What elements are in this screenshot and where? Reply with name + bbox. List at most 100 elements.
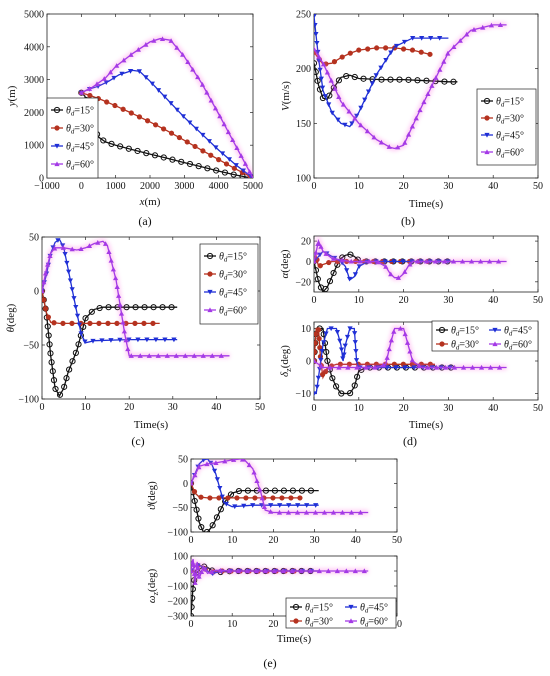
x-tick-label: 10: [354, 403, 364, 414]
series-markers-3: [42, 238, 177, 345]
x-tick-label: 30: [168, 402, 178, 413]
svg-text:θd=60°: θd=60°: [496, 148, 524, 160]
svg-text:Time(s): Time(s): [277, 633, 312, 645]
y-tick-label: 0: [306, 257, 311, 268]
series-markers-3: [314, 326, 453, 397]
svg-text:θd=60°: θd=60°: [360, 617, 388, 629]
svg-text:Time(s): Time(s): [409, 419, 444, 431]
chart-c: 0 10 20 30 40 50 −100 −50 0 50 θ(deg) Time(s) θd=15°…: [5, 233, 265, 432]
svg-text:θd=30°: θd=30°: [496, 114, 524, 126]
svg-text:x(m): x(m): [139, 196, 161, 208]
x-tick-label: 10: [354, 295, 364, 306]
x-tick-label: 20: [399, 295, 409, 306]
svg-text:θd=15°: θd=15°: [66, 106, 94, 118]
caption-e: (e): [263, 656, 276, 670]
plot-frame: [313, 13, 539, 179]
y-tick-label: 0: [39, 174, 44, 185]
x-tick-label: 0: [312, 403, 317, 414]
x-tick-label: 30: [443, 295, 453, 306]
series-line-1: [314, 63, 458, 101]
x-tick-label: 30: [310, 535, 320, 546]
svg-text:Time(s): Time(s): [134, 419, 169, 431]
x-tick-label: 2000: [140, 181, 160, 192]
series-markers-4: [314, 325, 503, 370]
series-markers-1: [42, 287, 175, 398]
y-tick-label: 1000: [24, 141, 44, 152]
x-tick-label: 10: [354, 181, 364, 192]
series-line-1: [42, 290, 178, 398]
svg-text:θd=30°: θd=30°: [66, 124, 94, 136]
caption-d: (d): [403, 434, 417, 448]
x-tick-label: 5000: [243, 181, 263, 192]
y-tick-label: −200: [167, 597, 188, 608]
y-tick-label: −100: [167, 528, 188, 539]
y-tick-label: 3000: [24, 75, 44, 86]
y-tick-label: 0: [306, 357, 311, 368]
x-tick-label: 0: [189, 535, 194, 546]
svg-text:θd=45°: θd=45°: [360, 603, 388, 615]
legend-e_bottom: θd=15° θd=45° θd=30° θd=60°: [285, 597, 397, 629]
x-tick-label: 50: [392, 619, 402, 630]
series-markers-4: [314, 22, 504, 150]
svg-text:θd=45°: θd=45°: [496, 131, 524, 143]
legend-b: θd=15° θd=30° θd=45° θd=60°: [476, 88, 537, 166]
series-markers-1: [314, 60, 457, 102]
chart-e_top: 0 10 20 30 40 50 −100 −50 0 50 ϑ(deg): [146, 455, 402, 547]
x-tick-label: 0: [40, 402, 45, 413]
y-tick-label: 0: [34, 287, 39, 298]
x-tick-label: 4000: [209, 181, 229, 192]
series-markers-2: [314, 45, 433, 67]
svg-text:V(m/s): V(m/s): [280, 81, 292, 111]
chart-a: −1000 0 1000 2000 3000 4000 500001000200030004…: [6, 10, 263, 209]
chart-e_bottom: 01020304050−300−200−1000100ωz(deg)Time(s…: [146, 552, 402, 646]
x-tick-label: 0: [312, 181, 317, 192]
series-line-4: [81, 37, 253, 178]
y-tick-label: −50: [23, 341, 39, 352]
svg-text:θd=30°: θd=30°: [451, 340, 479, 352]
x-tick-label: 50: [533, 403, 543, 414]
plot-frame: [190, 458, 398, 533]
legend-a: θd=15° θd=30° θd=45° θd=60°: [46, 97, 99, 179]
x-tick-label: 40: [351, 535, 361, 546]
x-tick-label: 0: [189, 619, 194, 630]
x-tick-label: 10: [227, 535, 237, 546]
caption-c: (c): [131, 434, 144, 448]
svg-text:α(deg): α(deg): [279, 249, 291, 278]
x-tick-label: 50: [533, 181, 543, 192]
svg-text:θd=45°: θd=45°: [504, 326, 532, 338]
svg-text:θd=60°: θd=60°: [504, 340, 532, 352]
svg-text:ϑ(deg): ϑ(deg): [146, 481, 158, 510]
svg-text:θd=30°: θd=30°: [219, 270, 247, 282]
x-tick-label: 1000: [106, 181, 126, 192]
series-markers-4: [314, 241, 502, 280]
caption-b: (b): [401, 214, 415, 228]
y-tick-label: 200: [296, 64, 311, 75]
y-tick-label: 0: [183, 567, 188, 578]
x-tick-label: 20: [268, 619, 278, 630]
x-tick-label: 20: [268, 535, 278, 546]
chart-b: 0 10 20 30 40 50 100 150 200 250 V(m/s) Time(s) θd=1…: [280, 10, 543, 211]
svg-text:θd=15°: θd=15°: [451, 326, 479, 338]
y-tick-label: −20: [295, 277, 311, 288]
x-tick-label: 40: [488, 181, 498, 192]
y-tick-label: −50: [172, 503, 188, 514]
series-line-4: [191, 558, 369, 584]
y-tick-label: 2000: [24, 108, 44, 119]
x-tick-label: 30: [443, 403, 453, 414]
y-tick-label: −100: [167, 582, 188, 593]
svg-text:y(m): y(m): [6, 85, 18, 107]
x-tick-label: 20: [399, 181, 409, 192]
series-line-1: [191, 483, 319, 532]
x-tick-label: 50: [533, 295, 543, 306]
series-markers-4: [42, 240, 224, 358]
y-tick-label: 20: [301, 237, 311, 248]
svg-text:θd=15°: θd=15°: [496, 97, 524, 109]
series-markers-4: [191, 459, 364, 515]
y-tick-label: 150: [296, 119, 311, 130]
x-tick-label: 20: [399, 403, 409, 414]
svg-text:θ(deg): θ(deg): [5, 303, 17, 332]
series-line-3: [314, 16, 449, 128]
